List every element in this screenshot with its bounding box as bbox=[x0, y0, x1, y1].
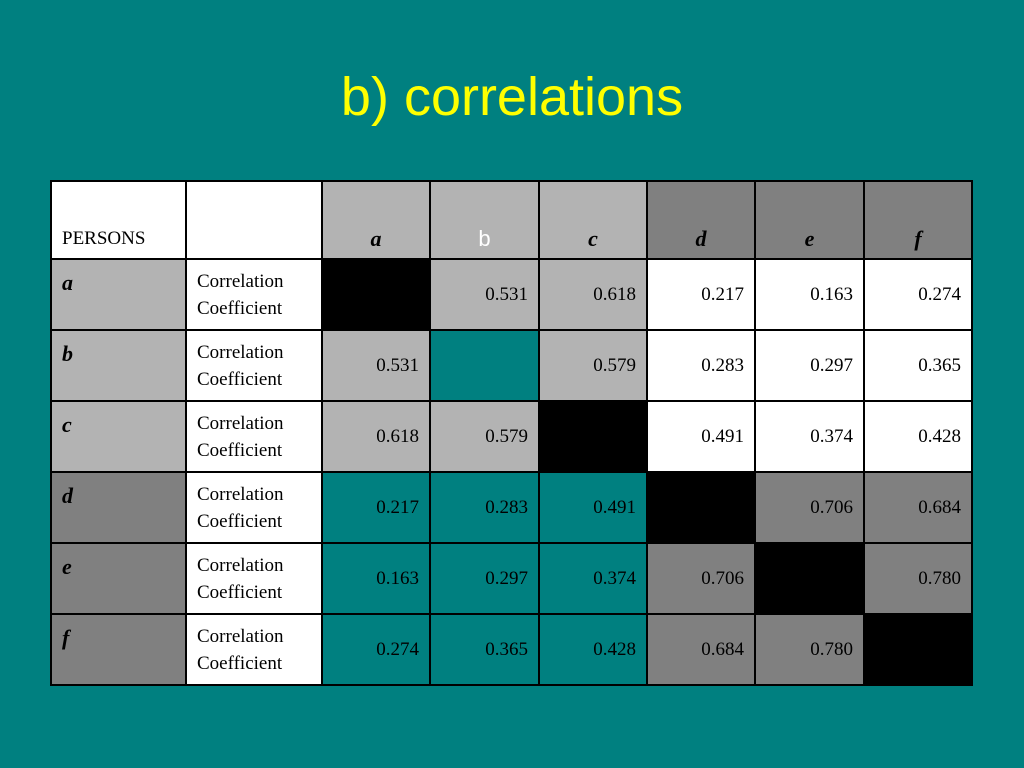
value-cell: 0.491 bbox=[538, 471, 648, 544]
value-cell: 0.374 bbox=[754, 400, 865, 473]
value-cell: 0.365 bbox=[429, 613, 540, 686]
value-cell: 0.297 bbox=[754, 329, 865, 402]
value-cell: 0.283 bbox=[646, 329, 756, 402]
value-cell: 0.428 bbox=[538, 613, 648, 686]
row-label: b bbox=[50, 329, 187, 402]
value-cell bbox=[754, 542, 865, 615]
measure-label: Correlation Coefficient bbox=[185, 471, 323, 544]
value-cell bbox=[863, 613, 973, 686]
column-header: c bbox=[538, 180, 648, 260]
value-cell: 0.365 bbox=[863, 329, 973, 402]
value-cell: 0.780 bbox=[863, 542, 973, 615]
table-row: f Correlation Coefficient 0.274 0.365 0.428 0… bbox=[50, 613, 973, 686]
measure-label: Correlation Coefficient bbox=[185, 542, 323, 615]
row-label: a bbox=[50, 258, 187, 331]
header-cell bbox=[185, 180, 323, 260]
value-cell: 0.374 bbox=[538, 542, 648, 615]
table-row: b Correlation Coefficient 0.531 0.579 0.283 0… bbox=[50, 329, 973, 402]
measure-label: Correlation Coefficient bbox=[185, 329, 323, 402]
value-cell: 0.618 bbox=[321, 400, 431, 473]
column-header: d bbox=[646, 180, 756, 260]
table-row: e Correlation Coefficient 0.163 0.297 0.374 0… bbox=[50, 542, 973, 615]
row-label: e bbox=[50, 542, 187, 615]
table-row: c Correlation Coefficient 0.618 0.579 0.491 0… bbox=[50, 400, 973, 473]
measure-label: Correlation Coefficient bbox=[185, 258, 323, 331]
value-cell: 0.163 bbox=[321, 542, 431, 615]
value-cell: 0.618 bbox=[538, 258, 648, 331]
value-cell: 0.706 bbox=[754, 471, 865, 544]
column-header: b bbox=[429, 180, 540, 260]
value-cell bbox=[429, 329, 540, 402]
value-cell: 0.684 bbox=[863, 471, 973, 544]
header-row: PERSONS a b c d e f bbox=[50, 180, 973, 260]
value-cell: 0.274 bbox=[863, 258, 973, 331]
value-cell: 0.283 bbox=[429, 471, 540, 544]
value-cell: 0.217 bbox=[646, 258, 756, 331]
value-cell: 0.579 bbox=[429, 400, 540, 473]
table-row: a Correlation Coefficient 0.531 0.618 0.217 0… bbox=[50, 258, 973, 331]
column-header: f bbox=[863, 180, 973, 260]
value-cell bbox=[646, 471, 756, 544]
value-cell: 0.428 bbox=[863, 400, 973, 473]
row-label: c bbox=[50, 400, 187, 473]
column-header: a bbox=[321, 180, 431, 260]
slide-title: b) correlations bbox=[340, 67, 684, 127]
value-cell bbox=[538, 400, 648, 473]
measure-label: Correlation Coefficient bbox=[185, 400, 323, 473]
value-cell: 0.579 bbox=[538, 329, 648, 402]
value-cell: 0.274 bbox=[321, 613, 431, 686]
value-cell: 0.684 bbox=[646, 613, 756, 686]
value-cell: 0.163 bbox=[754, 258, 865, 331]
table-row: d Correlation Coefficient 0.217 0.283 0.491 0… bbox=[50, 471, 973, 544]
row-label: d bbox=[50, 471, 187, 544]
row-label: f bbox=[50, 613, 187, 686]
measure-label: Correlation Coefficient bbox=[185, 613, 323, 686]
column-header: e bbox=[754, 180, 865, 260]
value-cell: 0.217 bbox=[321, 471, 431, 544]
value-cell: 0.491 bbox=[646, 400, 756, 473]
correlation-table: PERSONS a b c d e f a Correlation Coefficient 0.5… bbox=[50, 180, 973, 686]
value-cell: 0.531 bbox=[321, 329, 431, 402]
value-cell bbox=[321, 258, 431, 331]
value-cell: 0.780 bbox=[754, 613, 865, 686]
value-cell: 0.706 bbox=[646, 542, 756, 615]
value-cell: 0.531 bbox=[429, 258, 540, 331]
corner-label: PERSONS bbox=[50, 180, 187, 260]
value-cell: 0.297 bbox=[429, 542, 540, 615]
